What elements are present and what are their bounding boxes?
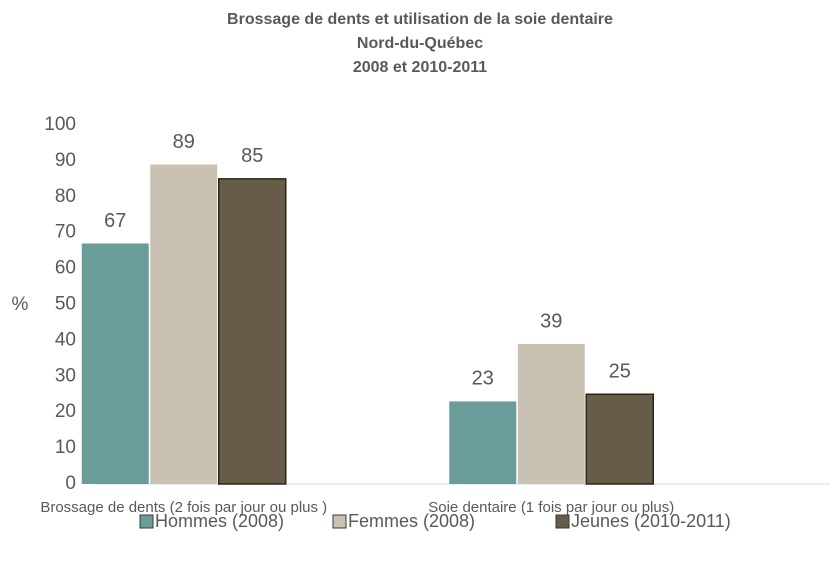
y-tick-label: 50 [55,294,76,315]
value-label: 89 [173,131,195,153]
bar [150,164,218,485]
bar [449,401,517,484]
y-tick-label: 100 [44,114,76,135]
chart-title: Nord-du-Québec [357,35,483,52]
y-tick-label: 90 [55,150,76,171]
y-tick-label: 60 [55,258,76,279]
y-tick-label: 70 [55,222,76,243]
y-tick-label: 40 [55,329,76,350]
legend-swatch [332,514,347,529]
y-tick-label: 0 [65,473,76,494]
chart-title: Brossage de dents et utilisation de la s… [227,11,613,28]
value-label: 67 [104,210,126,232]
bar [81,243,149,484]
chart-title: 2008 et 2010-2011 [353,59,487,76]
x-tick-label: Brossage de dents (2 fois par jour ou pl… [40,499,327,516]
legend-label: Jeunes (2010-2011) [571,511,731,531]
y-tick-label: 80 [55,186,76,207]
y-tick-label: 10 [55,437,76,458]
value-label: 23 [472,368,494,390]
y-axis-label: % [12,294,29,315]
value-label: 85 [241,145,263,167]
legend-swatch [139,514,154,529]
value-label: 25 [609,361,631,383]
x-tick-label: Soie dentaire (1 fois par jour ou plus) [428,499,674,516]
value-label: 39 [540,310,562,332]
legend-swatch [555,514,570,529]
bar [517,343,585,484]
bar [585,393,654,485]
legend-label: Femmes (2008) [348,511,475,531]
legend-label: Hommes (2008) [155,511,284,531]
y-tick-label: 30 [55,365,76,386]
y-tick-label: 20 [55,401,76,422]
bar [218,178,287,485]
